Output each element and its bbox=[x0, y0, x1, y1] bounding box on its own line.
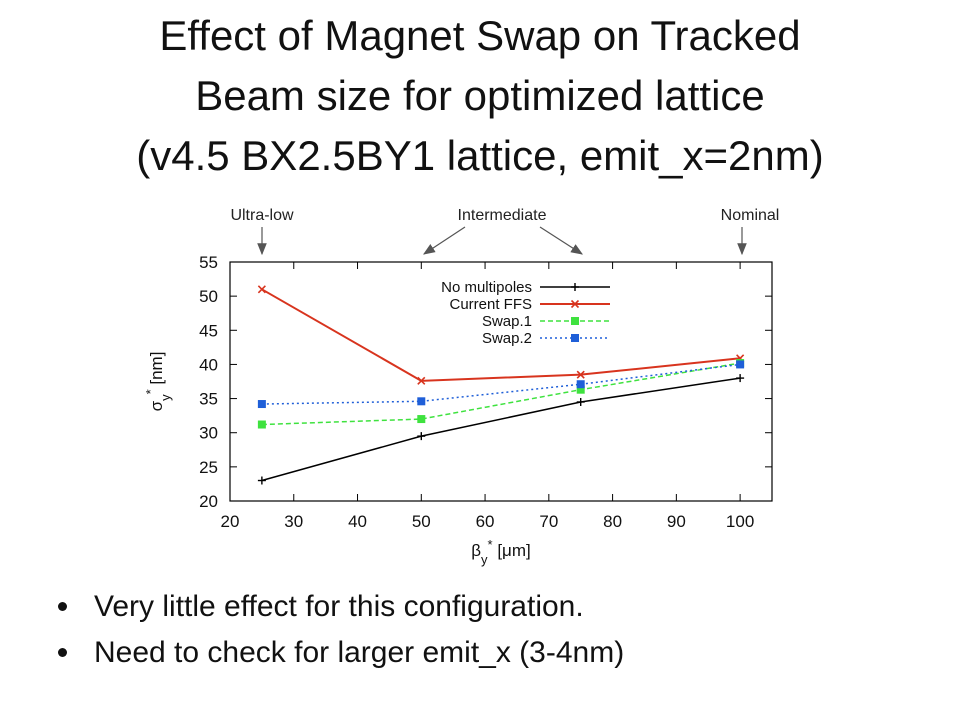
annotation-ultra-low: Ultra-low bbox=[230, 207, 294, 224]
title-line-1: Effect of Magnet Swap on Tracked bbox=[159, 12, 801, 59]
marker-square bbox=[736, 360, 745, 369]
arrow-intermediate-left bbox=[422, 226, 466, 255]
title-line-3: (v4.5 BX2.5BY1 lattice, emit_x=2nm) bbox=[136, 132, 824, 179]
x-tick-label: 100 bbox=[726, 512, 754, 531]
marker-square bbox=[257, 420, 266, 429]
bullet-dot bbox=[58, 648, 67, 657]
title-line-2: Beam size for optimized lattice bbox=[195, 72, 765, 119]
data-point bbox=[417, 415, 426, 424]
data-point bbox=[576, 397, 585, 406]
marker-square bbox=[257, 400, 266, 409]
legend-label: Swap.2 bbox=[482, 330, 532, 347]
y-tick-label: 55 bbox=[199, 253, 218, 272]
x-axis-label: βy* [μm] bbox=[471, 537, 530, 567]
marker-square bbox=[417, 415, 426, 424]
x-tick-label: 20 bbox=[221, 512, 240, 531]
annotation-intermediate: Intermediate bbox=[458, 207, 547, 224]
data-point bbox=[576, 370, 585, 379]
plot-area: 20 30 40 50 60 70 80 90 100 20 25 30 35 40 45 50 55 βy* [… bbox=[143, 253, 773, 567]
bullet-item: Very little effect for this configuratio… bbox=[58, 584, 624, 630]
slide-title: Effect of Magnet Swap on Tracked Beam si… bbox=[0, 6, 960, 186]
data-point bbox=[736, 360, 745, 369]
marker-d2 bbox=[570, 299, 580, 309]
marker-square bbox=[571, 317, 579, 325]
marker-square bbox=[576, 380, 585, 389]
legend-marker bbox=[571, 317, 579, 325]
x-tick-label: 90 bbox=[667, 512, 686, 531]
data-point bbox=[417, 376, 426, 385]
data-point bbox=[417, 397, 426, 406]
legend-label: Swap.1 bbox=[482, 313, 532, 330]
bullet-dot bbox=[58, 602, 67, 611]
legend-label: Current FFS bbox=[449, 296, 532, 313]
data-point bbox=[736, 374, 745, 383]
data-point bbox=[257, 420, 266, 429]
marker-d2 bbox=[257, 285, 266, 294]
x-tick-label: 60 bbox=[476, 512, 495, 531]
legend-marker bbox=[571, 283, 579, 291]
arrow-intermediate-right bbox=[539, 226, 584, 255]
y-tick-label: 20 bbox=[199, 492, 218, 511]
marker-square bbox=[571, 334, 579, 342]
series-line-2 bbox=[261, 362, 741, 426]
y-tick-label: 45 bbox=[199, 321, 218, 340]
y-tick-label: 50 bbox=[199, 287, 218, 306]
series-line-0 bbox=[261, 377, 741, 482]
y-axis-label: σy* [nm] bbox=[143, 352, 173, 412]
annotation-nominal: Nominal bbox=[721, 207, 780, 224]
plot-frame bbox=[229, 261, 773, 502]
x-tick-label: 80 bbox=[603, 512, 622, 531]
y-tick-label: 35 bbox=[199, 390, 218, 409]
marker-square bbox=[417, 397, 426, 406]
x-tick-label: 70 bbox=[539, 512, 558, 531]
legend-marker bbox=[570, 299, 580, 309]
data-point bbox=[576, 380, 585, 389]
series-line-3 bbox=[261, 363, 741, 405]
bullet-text: Need to check for larger emit_x (3-4nm) bbox=[94, 636, 625, 669]
data-point bbox=[257, 285, 266, 294]
legend-marker bbox=[571, 334, 579, 342]
x-tick-label: 50 bbox=[412, 512, 431, 531]
x-tick-label: 30 bbox=[284, 512, 303, 531]
y-tick-label: 30 bbox=[199, 424, 218, 443]
series-line-1 bbox=[261, 288, 741, 382]
bullet-text: Very little effect for this configuratio… bbox=[94, 590, 584, 623]
legend-label: No multipoles bbox=[441, 279, 532, 296]
annotations: Ultra-low Intermediate Nominal bbox=[230, 207, 780, 256]
data-point bbox=[417, 432, 426, 441]
bullet-item: Need to check for larger emit_x (3-4nm) bbox=[58, 630, 624, 676]
data-point bbox=[257, 400, 266, 409]
marker-d2 bbox=[576, 370, 585, 379]
y-tick-label: 40 bbox=[199, 355, 218, 374]
bullet-list: Very little effect for this configuratio… bbox=[58, 584, 624, 676]
y-tick-label: 25 bbox=[199, 458, 218, 477]
data-point bbox=[257, 476, 266, 485]
x-tick-label: 40 bbox=[348, 512, 367, 531]
marker-d2 bbox=[417, 376, 426, 385]
